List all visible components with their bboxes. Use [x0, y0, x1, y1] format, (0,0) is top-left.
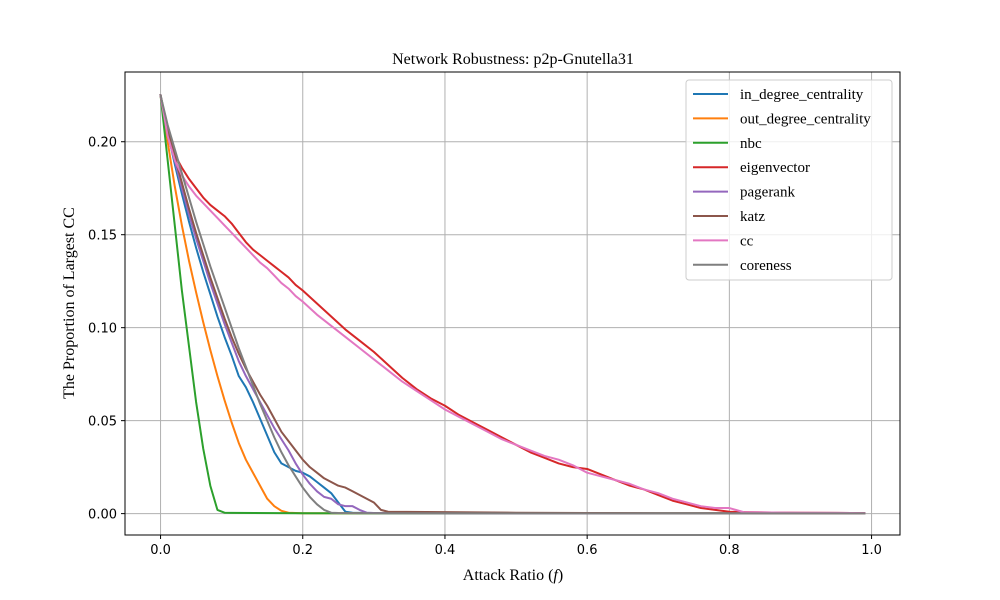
legend-label: eigenvector — [740, 160, 810, 176]
legend-label: nbc — [740, 136, 762, 152]
x-tick-label: 0.2 — [292, 543, 313, 558]
series-lines — [159, 94, 866, 515]
y-tick-label: 0.05 — [88, 415, 117, 430]
x-axis-label: Attack Ratio (f) — [463, 567, 563, 584]
y-tick-label: 0.10 — [88, 322, 117, 337]
x-axis-label-close: ) — [558, 567, 563, 584]
legend-box — [685, 79, 893, 281]
x-tick-label: 0.4 — [435, 543, 456, 558]
chart-title: Network Robustness: p2p-Gnutella31 — [392, 51, 634, 68]
legend-label: coreness — [740, 258, 792, 274]
x-axis-label-text: Attack Ratio ( — [463, 567, 554, 584]
y-axis-label: The Proportion of Largest CC — [61, 207, 78, 399]
x-tick-label: 0.6 — [577, 543, 598, 558]
legend-label: out_degree_centrality — [740, 111, 871, 127]
legend-label: pagerank — [740, 185, 795, 201]
x-axis-label-symbol: f — [553, 567, 560, 584]
y-tick-label: 0.00 — [88, 508, 117, 523]
legend: in_degree_centrality out_degree_centralit… — [685, 79, 893, 281]
axis-ticks: 0.0 0.2 0.4 0.6 0.8 1.0 0.00 0.05 0.10 0.15 0.20 — [88, 136, 882, 558]
x-tick-label: 0.8 — [719, 543, 740, 558]
legend-label: katz — [740, 209, 765, 225]
x-tick-label: 0.0 — [150, 543, 171, 558]
legend-label: in_degree_centrality — [740, 87, 864, 103]
series-line-eigenvector — [159, 94, 866, 515]
y-tick-label: 0.20 — [88, 136, 117, 151]
legend-label: cc — [740, 233, 754, 249]
x-tick-label: 1.0 — [861, 543, 882, 558]
plot-frame — [124, 71, 901, 536]
series-line-cc — [159, 94, 866, 515]
series-line-coreness — [159, 94, 866, 515]
y-tick-label: 0.15 — [88, 229, 117, 244]
series-line-katz — [159, 94, 866, 515]
